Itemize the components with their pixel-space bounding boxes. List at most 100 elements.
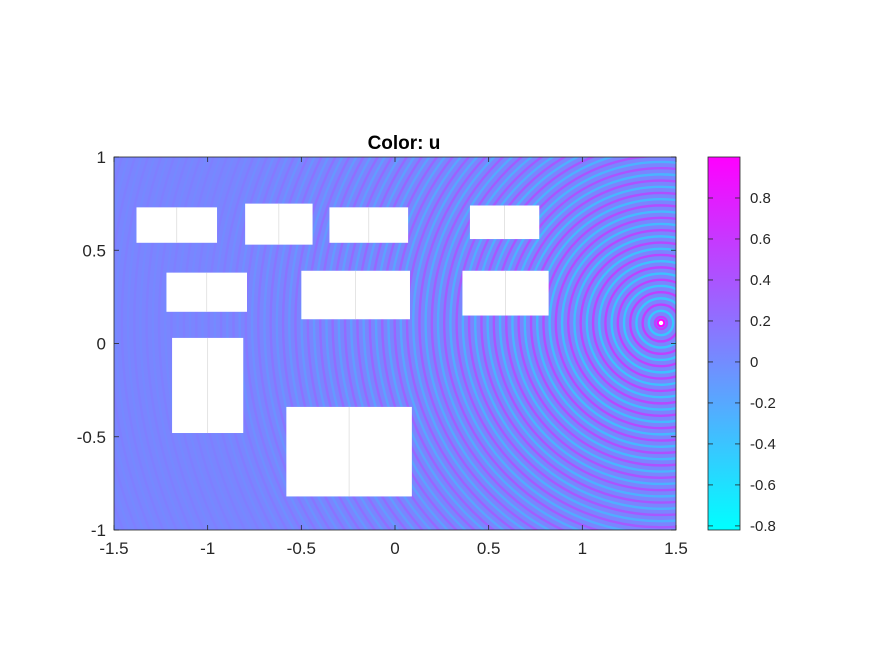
x-tick-label: -1 xyxy=(200,539,215,558)
y-tick-label: -1 xyxy=(91,521,106,540)
wave-ring xyxy=(455,157,676,529)
x-tick-label: 0.5 xyxy=(477,539,501,558)
wave-ring xyxy=(436,157,582,530)
wave-ring xyxy=(288,157,354,530)
colorbar-tick-label: 0 xyxy=(750,354,758,371)
wave-ring xyxy=(343,157,424,530)
wave-ring xyxy=(170,157,219,530)
wave-ring xyxy=(362,157,450,530)
y-tick-label: 1 xyxy=(97,148,106,167)
wave-ring xyxy=(449,157,630,530)
wave-ring xyxy=(474,157,676,510)
wave-ring xyxy=(269,157,332,530)
x-tick-label: 1.5 xyxy=(664,539,688,558)
colorbar-ticks: -0.8 -0.6 -0.4 -0.2 0 0.2 0.4 0.6 0.8 xyxy=(708,190,776,535)
colorbar-tick-label: -0.2 xyxy=(750,395,776,412)
wave-ring xyxy=(114,157,158,530)
wave-source-marker xyxy=(656,318,666,328)
wave-ring xyxy=(331,157,408,530)
colorbar-tick-label: 0.8 xyxy=(750,190,771,207)
wave-ring xyxy=(430,157,566,530)
wave-ring xyxy=(629,290,676,355)
wave-ring xyxy=(257,157,318,530)
wave-ring xyxy=(523,185,676,461)
x-tick-label: -0.5 xyxy=(287,539,316,558)
wave-ring xyxy=(133,157,179,530)
wave-ring xyxy=(412,157,528,530)
x-axis: -1.5 -1 -0.5 0 0.5 1 1.5 xyxy=(99,157,688,558)
colorbar-tick-label: 0.6 xyxy=(750,231,771,248)
wave-ring xyxy=(300,157,369,530)
wave-ring xyxy=(238,157,296,530)
wave-ring xyxy=(598,260,676,386)
wave-ring xyxy=(443,157,601,530)
wave-ring xyxy=(188,157,240,530)
wave-ring xyxy=(585,247,676,399)
wave-ring xyxy=(579,241,676,405)
wave-ring xyxy=(226,157,282,530)
wave-ring xyxy=(374,157,467,530)
plot-area xyxy=(114,157,676,530)
wave-ring xyxy=(213,157,268,530)
wave-ring xyxy=(653,315,669,331)
wave-ring xyxy=(164,157,212,530)
wave-ring xyxy=(120,157,165,530)
wave-ring xyxy=(393,157,496,530)
colorbar-tick-label: 0.2 xyxy=(750,313,771,330)
wave-ring xyxy=(368,157,459,530)
wave-ring xyxy=(529,191,676,455)
wave-ring xyxy=(616,278,676,368)
y-tick-label: 0.5 xyxy=(82,241,106,260)
wave-ring xyxy=(139,157,185,530)
wave-ring xyxy=(387,157,486,530)
wave-ring xyxy=(517,179,676,467)
wave-ring xyxy=(641,303,676,343)
colorbar-tick-label: 0.4 xyxy=(750,272,771,289)
y-axis: -1 -0.5 0 0.5 1 xyxy=(77,148,676,540)
wave-ring xyxy=(610,272,676,374)
wave-ring xyxy=(461,157,676,523)
colorbar-tick-label: -0.8 xyxy=(750,518,776,535)
wave-ring xyxy=(647,309,675,337)
colorbar-gradient xyxy=(707,156,741,531)
y-tick-label: 0 xyxy=(97,335,106,354)
wave-ring xyxy=(151,157,199,530)
wave-ring xyxy=(356,157,441,530)
wave-ring xyxy=(554,216,676,430)
x-tick-label: -1.5 xyxy=(99,539,128,558)
wave-ring xyxy=(244,157,303,530)
wave-ring xyxy=(306,157,377,530)
wave-ring xyxy=(337,157,416,530)
source-point xyxy=(656,318,666,328)
wave-ring xyxy=(418,157,539,530)
wave-ring xyxy=(591,253,676,393)
wave-ring xyxy=(250,157,310,530)
wave-ring xyxy=(126,157,172,530)
wave-ring xyxy=(505,167,676,479)
wave-ring xyxy=(281,157,347,530)
wave-ring xyxy=(511,173,676,473)
wave-ring xyxy=(157,157,206,530)
wave-ring xyxy=(399,157,506,530)
wave-ring xyxy=(381,157,477,530)
x-tick-label: 1 xyxy=(578,539,587,558)
colorbar: -0.8 -0.6 -0.4 -0.2 0 0.2 0.4 0.6 0.8 xyxy=(707,156,776,535)
wave-ring xyxy=(573,235,676,411)
wave-ring xyxy=(560,222,676,424)
wave-ring xyxy=(480,157,676,504)
wave-ring xyxy=(195,157,247,530)
wave-pattern xyxy=(114,157,676,530)
wave-ring xyxy=(424,157,552,530)
wave-ring xyxy=(567,229,676,417)
wave-ring xyxy=(536,198,676,448)
wave-ring xyxy=(176,157,226,530)
wave-ring xyxy=(486,157,676,498)
wave-ring xyxy=(350,157,433,530)
wave-ring xyxy=(492,157,676,492)
y-tick-label: -0.5 xyxy=(77,428,106,447)
colorbar-tick-label: -0.4 xyxy=(750,436,776,453)
wave-ring xyxy=(498,160,676,486)
wave-ring xyxy=(542,204,676,442)
wave-ring xyxy=(219,157,275,530)
